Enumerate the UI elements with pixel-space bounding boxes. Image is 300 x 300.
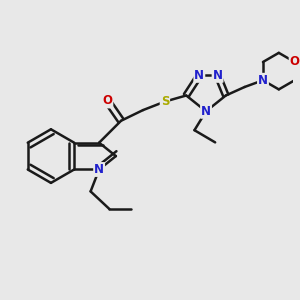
Text: O: O xyxy=(102,94,112,107)
Text: S: S xyxy=(161,95,169,108)
Text: N: N xyxy=(194,69,204,82)
Text: N: N xyxy=(94,163,104,176)
Text: O: O xyxy=(290,56,300,68)
Text: N: N xyxy=(201,105,211,118)
Text: N: N xyxy=(258,74,268,87)
Text: N: N xyxy=(213,69,223,82)
